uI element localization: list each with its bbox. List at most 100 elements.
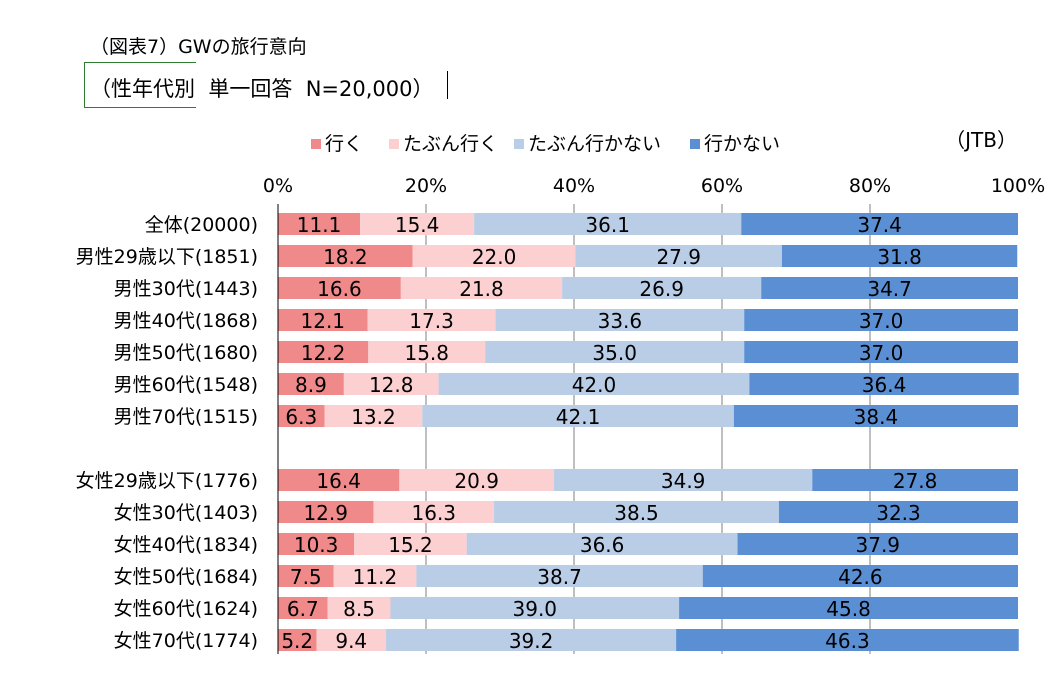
data-label: 34.9: [661, 469, 706, 493]
legend-label-2: たぶん行かない: [528, 133, 661, 155]
y-category-label: 女性40代(1834): [114, 534, 258, 556]
bar-segment-1: [354, 533, 467, 555]
data-label: 5.2: [281, 629, 313, 653]
bar-segment-1: [400, 277, 563, 299]
legend-swatch-1: [389, 139, 399, 149]
data-label: 15.4: [395, 213, 440, 237]
source-label: （JTB）: [945, 128, 1017, 152]
data-label: 12.1: [301, 309, 346, 333]
data-label: 16.3: [412, 501, 457, 525]
legend-swatch-0: [311, 139, 321, 149]
data-label: 17.3: [409, 309, 454, 333]
chart-subtitle: （性年代別 単一回答 N=20,000）: [90, 77, 434, 101]
y-category-label: 女性29歳以下(1776): [76, 470, 258, 492]
bar-segment-2: [386, 629, 677, 651]
bar-segment-0: [278, 565, 334, 587]
bar-segment-0: [278, 405, 325, 427]
data-label: 18.2: [323, 245, 368, 269]
data-label: 26.9: [639, 277, 684, 301]
data-label: 31.8: [877, 245, 922, 269]
data-label: 38.4: [854, 405, 899, 429]
bar-segment-1: [343, 373, 439, 395]
x-tick-label: 0%: [263, 175, 293, 197]
y-category-label: 全体(20000): [145, 214, 258, 236]
y-category-label: 男性40代(1868): [114, 310, 258, 332]
data-label: 36.6: [580, 533, 625, 557]
data-label: 33.6: [598, 309, 643, 333]
y-category-label: 男性70代(1515): [114, 406, 258, 428]
bar-segment-2: [575, 245, 782, 267]
y-category-label: 男性29歳以下(1851): [76, 246, 258, 268]
bar-segment-0: [278, 213, 361, 235]
bar-segment-2: [422, 405, 734, 427]
bar-segment-1: [360, 213, 475, 235]
data-label: 39.2: [509, 629, 554, 653]
bar-segment-1: [333, 565, 417, 587]
y-category-label: 男性60代(1548): [114, 374, 258, 396]
data-label: 22.0: [472, 245, 517, 269]
bar-segment-2: [494, 501, 779, 523]
data-label: 35.0: [592, 341, 637, 365]
bar-segment-3: [761, 277, 1018, 299]
y-category-label: 女性30代(1403): [114, 502, 258, 524]
data-label: 6.3: [285, 405, 317, 429]
y-category-label: 女性70代(1774): [114, 630, 258, 652]
data-label: 42.6: [838, 565, 883, 589]
data-label: 46.3: [825, 629, 870, 653]
bar-segment-0: [278, 597, 328, 619]
data-label: 20.9: [454, 469, 499, 493]
bar-segment-3: [744, 309, 1018, 331]
data-label: 39.0: [513, 597, 558, 621]
data-label: 45.8: [826, 597, 871, 621]
bar-segment-0: [278, 341, 369, 363]
bar-segment-0: [278, 373, 344, 395]
bar-segment-2: [474, 213, 742, 235]
bar-segment-3: [781, 245, 1018, 267]
subtitle-highlight-box: [84, 62, 196, 108]
data-label: 12.2: [301, 341, 346, 365]
x-tick-label: 60%: [701, 175, 743, 197]
text-cursor: [447, 71, 448, 99]
bar-segment-0: [278, 277, 401, 299]
data-label: 37.0: [859, 309, 904, 333]
data-label: 37.9: [856, 533, 901, 557]
data-label: 12.9: [303, 501, 348, 525]
bar-segment-3: [733, 405, 1018, 427]
data-label: 21.8: [459, 277, 504, 301]
bar-segment-1: [373, 501, 495, 523]
bar-segment-1: [324, 405, 423, 427]
data-label: 42.1: [556, 405, 601, 429]
bar-segment-3: [812, 469, 1018, 491]
bar-segment-2: [562, 277, 762, 299]
x-tick-label: 100%: [991, 175, 1045, 197]
y-category-label: 女性60代(1624): [114, 598, 258, 620]
bar-segment-0: [278, 245, 413, 267]
y-category-label: 男性30代(1443): [114, 278, 258, 300]
data-label: 15.2: [388, 533, 433, 557]
data-label: 16.6: [317, 277, 362, 301]
data-label: 9.4: [335, 629, 367, 653]
bar-segment-1: [368, 341, 486, 363]
data-label: 7.5: [290, 565, 322, 589]
legend-label-3: 行かない: [704, 133, 780, 155]
bar-segment-1: [316, 629, 387, 651]
data-label: 15.8: [404, 341, 449, 365]
bar-segment-1: [399, 469, 555, 491]
data-label: 36.4: [862, 373, 907, 397]
bar-segment-0: [278, 533, 355, 555]
data-label: 37.0: [859, 341, 904, 365]
legend-label-1: たぶん行く: [403, 133, 498, 155]
bar-segment-2: [554, 469, 813, 491]
bar-segment-1: [412, 245, 576, 267]
bar-segment-3: [741, 213, 1018, 235]
x-tick-label: 20%: [405, 175, 447, 197]
bar-segment-3: [737, 533, 1018, 555]
bar-segment-2: [495, 309, 745, 331]
data-label: 27.9: [656, 245, 701, 269]
data-label: 37.4: [857, 213, 902, 237]
bar-segment-0: [278, 309, 368, 331]
data-label: 38.5: [614, 501, 659, 525]
data-label: 34.7: [867, 277, 912, 301]
data-label: 10.3: [294, 533, 339, 557]
